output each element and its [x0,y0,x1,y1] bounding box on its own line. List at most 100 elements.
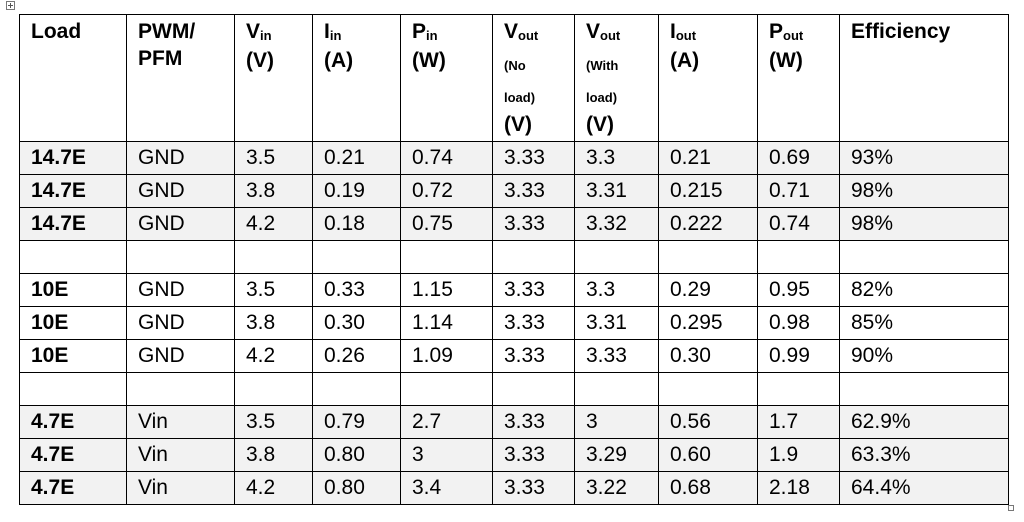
table-cell: 3.4 [400,471,493,505]
table-cell: GND [126,174,235,208]
load-cell [19,372,127,406]
table-cell [574,240,659,274]
table-move-handle-icon[interactable] [6,1,15,10]
table-cell [312,372,401,406]
header-cell: Vout (With load) (V) [574,14,659,142]
table-cell: Vin [126,471,235,505]
table-cell [492,240,575,274]
table-cell: 3.33 [492,471,575,505]
table-cell: 0.21 [658,141,758,175]
load-cell [19,240,127,274]
header-note: (No [504,58,526,73]
table-cell: 1.9 [757,438,840,472]
table-cell: 3.33 [492,405,575,439]
table-cell: 0.56 [658,405,758,439]
table-cell [839,372,1009,406]
table-cell: 3.5 [234,141,313,175]
table-row: 14.7E GND 3.8 0.19 0.72 3.33 3.31 0.215 0.71 98% [19,174,1009,208]
load-cell: 4.7E [19,405,127,439]
table-cell: 0.222 [658,207,758,241]
table-cell: 3.3 [574,141,659,175]
header-unit: (V) [586,113,614,136]
table-cell: 0.79 [312,405,401,439]
table-cell: 3.32 [574,207,659,241]
table-cell [658,372,758,406]
table-cell: 0.60 [658,438,758,472]
table-row: 10E GND 4.2 0.26 1.09 3.33 3.33 0.30 0.99 90% [19,339,1009,373]
table-cell: 0.99 [757,339,840,373]
table-cell: 0.215 [658,174,758,208]
table-cell [312,240,401,274]
table-cell [574,372,659,406]
table-cell: 0.69 [757,141,840,175]
table-cell: GND [126,273,235,307]
table-cell [126,372,235,406]
table-row: 14.7E GND 4.2 0.18 0.75 3.33 3.32 0.222 0.74 98% [19,207,1009,241]
header-unit: (W) [412,49,446,72]
table-cell: 3.22 [574,471,659,505]
table-cell: 98% [839,174,1009,208]
table-cell: 0.72 [400,174,493,208]
load-cell: 14.7E [19,141,127,175]
table-cell: 4.2 [234,339,313,373]
table-cell: 0.74 [400,141,493,175]
table-row [19,240,1009,274]
load-cell: 14.7E [19,207,127,241]
table-cell [400,372,493,406]
table-cell: 1.7 [757,405,840,439]
table-body: 14.7E GND 3.5 0.21 0.74 3.33 3.3 0.21 0.69 93% 14.… [19,141,1009,505]
table-cell: 64.4% [839,471,1009,505]
table-cell [234,240,313,274]
table-cell: GND [126,339,235,373]
table-cell: 3.3 [574,273,659,307]
table-cell: 0.74 [757,207,840,241]
header-label: PWM/ [138,20,196,43]
table-cell: 3.8 [234,174,313,208]
header-label: Pout [769,20,804,43]
header-note: (With [586,58,619,73]
table-cell: 3 [574,405,659,439]
table-cell: 0.98 [757,306,840,340]
table-cell: 3.33 [492,174,575,208]
table-cell: 85% [839,306,1009,340]
header-cell: Load [19,14,127,142]
table-cell [757,372,840,406]
load-cell: 4.7E [19,438,127,472]
header-cell: Vin (V) [234,14,313,142]
header-label: Vout [586,20,621,43]
table-cell: 93% [839,141,1009,175]
header-cell: Efficiency [839,14,1009,142]
table-cell: GND [126,141,235,175]
header-label: Vout [504,20,539,43]
header-unit: (W) [769,49,803,72]
table-cell: 0.80 [312,438,401,472]
table-cell: 3.33 [492,438,575,472]
table-cell [126,240,235,274]
table-cell: 63.3% [839,438,1009,472]
table-cell [757,240,840,274]
table-cell [839,240,1009,274]
header-cell: Pin (W) [400,14,493,142]
table-cell: 3.33 [492,141,575,175]
table-row: 4.7E Vin 3.8 0.80 3 3.33 3.29 0.60 1.9 63.3% [19,438,1009,472]
table-cell: 3 [400,438,493,472]
table-cell: 0.21 [312,141,401,175]
header-unit: (A) [324,49,354,72]
measurement-table: Load PWM/PFM Vin (V) Iin (A) Pin (W) Vout (No load… [19,14,1009,505]
table-cell: Vin [126,438,235,472]
table-cell: 0.30 [658,339,758,373]
table-cell: 62.9% [839,405,1009,439]
table-row: 10E GND 3.8 0.30 1.14 3.33 3.31 0.295 0.98 85% [19,306,1009,340]
header-unit: PFM [138,47,183,70]
header-label: Pin [412,20,438,43]
table-cell: GND [126,207,235,241]
table-cell: 0.80 [312,471,401,505]
table-cell: 0.75 [400,207,493,241]
table-row: 4.7E Vin 4.2 0.80 3.4 3.33 3.22 0.68 2.18 64.4% [19,471,1009,505]
header-cell: Iin (A) [312,14,401,142]
table-cell: 0.30 [312,306,401,340]
table-cell: 0.95 [757,273,840,307]
table-cell: 3.5 [234,273,313,307]
table-resize-handle-icon[interactable] [1008,505,1014,511]
table-cell: 2.7 [400,405,493,439]
